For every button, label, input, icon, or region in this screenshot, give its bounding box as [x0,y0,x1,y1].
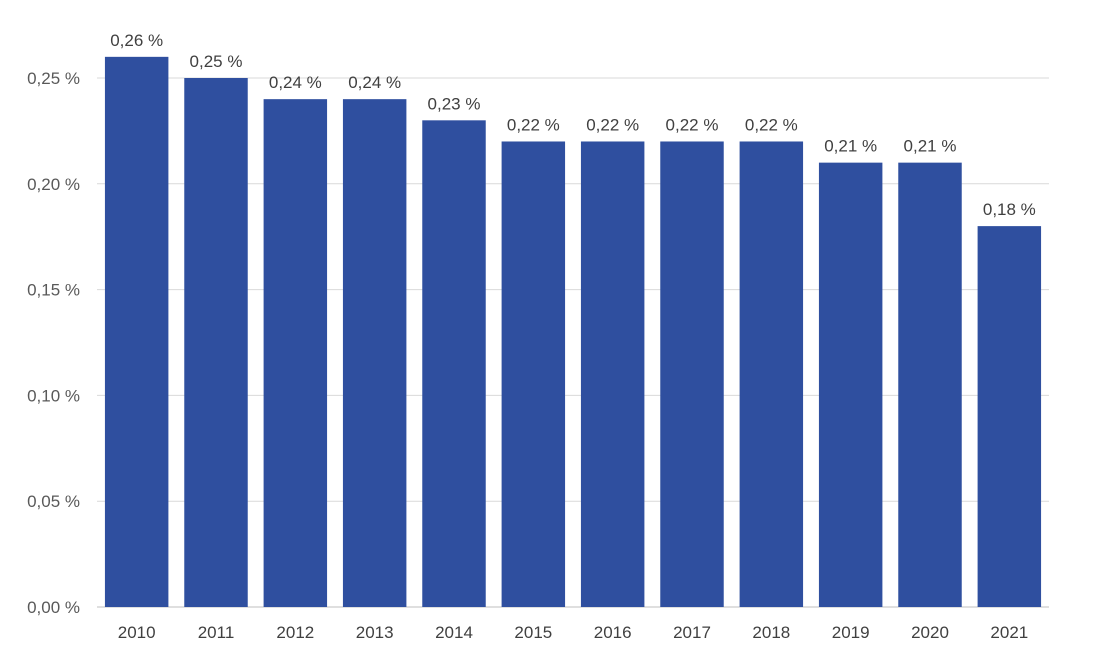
y-axis-ticks: 0,00 % 0,05 % 0,10 % 0,15 % 0,20 % 0,25 % [27,69,80,617]
data-label: 0,26 % [110,31,163,50]
x-tick-label: 2017 [673,623,711,642]
data-label: 0,24 % [269,73,322,92]
bar-2015 [501,141,566,608]
y-tick-label: 0,00 % [27,598,80,617]
bar-2016 [580,141,645,608]
data-label: 0,23 % [428,94,481,113]
x-tick-label: 2020 [911,623,949,642]
x-tick-label: 2018 [752,623,790,642]
bar-2014 [422,120,486,607]
bars [104,56,1042,608]
x-tick-label: 2013 [356,623,394,642]
data-label: 0,22 % [666,115,719,134]
data-label: 0,25 % [190,52,243,71]
bar-2018 [739,141,804,608]
y-tick-label: 0,20 % [27,175,80,194]
x-tick-label: 2011 [198,623,235,642]
bar-2017 [660,141,724,608]
x-axis-ticks: 2010 2011 2012 2013 2014 2015 2016 2017 2018 2019… [118,623,1028,642]
data-label: 0,22 % [745,115,798,134]
bar-2013 [342,99,407,607]
bar-2020 [898,162,962,607]
x-tick-label: 2019 [832,623,870,642]
data-label: 0,18 % [983,200,1036,219]
data-label: 0,21 % [904,137,957,156]
data-labels: 0,26 % 0,25 % 0,24 % 0,24 % 0,23 % 0,22 % 0,22… [110,31,1036,219]
x-tick-label: 2014 [435,623,473,642]
x-tick-label: 2021 [990,623,1028,642]
y-tick-label: 0,05 % [27,492,80,511]
data-label: 0,21 % [824,137,877,156]
data-label: 0,22 % [586,115,639,134]
bar-2012 [263,99,328,607]
y-tick-label: 0,10 % [27,386,80,405]
bar-2011 [184,78,248,607]
x-tick-label: 2015 [514,623,552,642]
data-label: 0,22 % [507,115,560,134]
y-tick-label: 0,15 % [27,281,80,300]
x-tick-label: 2010 [118,623,156,642]
x-tick-label: 2016 [594,623,632,642]
y-tick-label: 0,25 % [27,69,80,88]
x-tick-label: 2012 [276,623,314,642]
bar-2010 [104,56,169,607]
data-label: 0,24 % [348,73,401,92]
gridlines [97,77,1049,608]
bar-2019 [818,162,883,607]
bar-2021 [977,226,1042,607]
